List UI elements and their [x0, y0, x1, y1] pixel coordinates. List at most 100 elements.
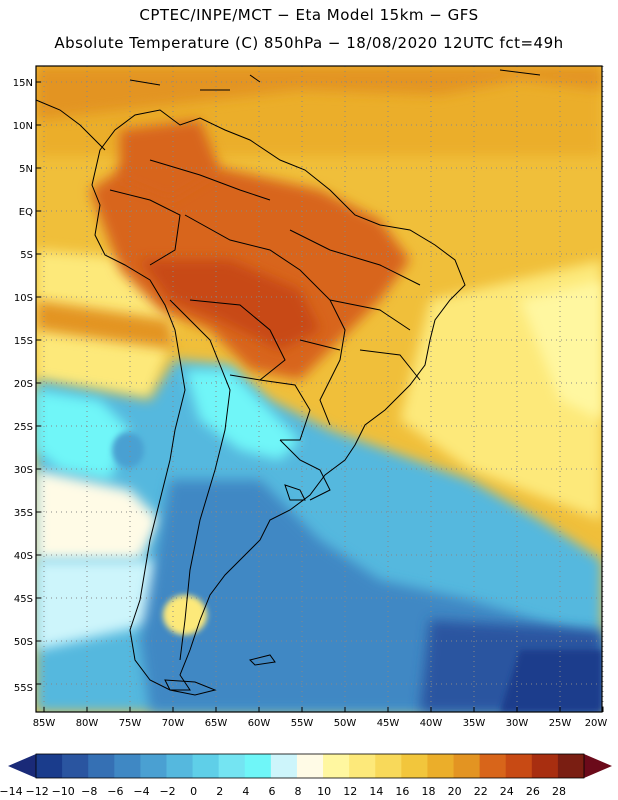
brazil-states — [289, 229, 421, 381]
colorbar-under-arrow — [8, 754, 36, 778]
lon-label: 80W — [76, 718, 99, 729]
lon-label: 65W — [205, 718, 228, 729]
colorbar: −14 −12 −10 −8 −6 −4 −2 0 2 4 6 8 10 12 14 16 18 20 22 24 26… — [0, 753, 612, 798]
lat-label: 30S — [14, 465, 33, 476]
colorbar-tick-label: −12 — [25, 785, 48, 798]
field-cold-eddy — [112, 432, 144, 468]
lon-label: 40W — [420, 718, 443, 729]
colorbar-cell — [401, 754, 428, 778]
lat-label: 50S — [14, 637, 33, 648]
colorbar-tick-label: 14 — [369, 785, 383, 798]
coastlines — [35, 69, 541, 696]
colorbar-cell — [88, 754, 115, 778]
lat-label: 10N — [13, 121, 33, 132]
colorbar-cell — [479, 754, 507, 778]
colorbar-tick-label: 16 — [395, 785, 409, 798]
colorbar-cell — [427, 754, 455, 778]
south-america-outline — [91, 109, 466, 691]
colorbar-cell — [323, 754, 350, 778]
colorbar-tick-labels: −14 −12 −10 −8 −6 −4 −2 0 2 4 6 8 10 12 14 16 18 20 22 24 26… — [0, 785, 566, 798]
lat-label: 15N — [13, 78, 33, 89]
argentina-border — [279, 439, 331, 501]
colorbar-tick-label: −2 — [159, 785, 175, 798]
colorbar-tick-label: 12 — [343, 785, 357, 798]
brazil-border — [184, 214, 346, 426]
lon-label: 60W — [248, 718, 271, 729]
venezuela-border — [149, 159, 271, 201]
field-pacific-cyan — [36, 390, 130, 480]
colorbar-tick-label: 22 — [474, 785, 488, 798]
lon-label: 55W — [291, 718, 314, 729]
colorbar-over-arrow — [584, 754, 612, 778]
chart-title: CPTEC/INPE/MCT − Eta Model 15km − GFS — [139, 6, 479, 24]
field-north-hot — [36, 66, 602, 120]
tick-marks — [36, 81, 604, 712]
colorbar-cell — [140, 754, 167, 778]
colorbar-cell — [531, 754, 559, 778]
lat-label: 20S — [14, 379, 33, 390]
paraguay-border — [259, 379, 311, 441]
field-cyan-tongue — [185, 370, 300, 460]
colorbar-cell — [36, 754, 63, 778]
lat-label: 35S — [14, 508, 33, 519]
colorbar-tick-label: −8 — [81, 785, 97, 798]
colorbar-cell — [62, 754, 89, 778]
longitude-labels: 85W 80W 75W 70W 65W 60W 55W 50W 45W 40W … — [33, 718, 608, 729]
bolivia-border — [189, 299, 286, 381]
andes-border — [169, 299, 231, 661]
field-pacific-pale — [36, 470, 160, 560]
colorbar-cell — [453, 754, 481, 778]
colorbar-tick-label: −6 — [107, 785, 123, 798]
lon-label: 45W — [377, 718, 400, 729]
colorbar-tick-label: 24 — [500, 785, 514, 798]
colorbar-tick-label: 18 — [422, 785, 436, 798]
colorbar-tick-label: 8 — [295, 785, 302, 798]
colorbar-tick-label: 0 — [190, 785, 197, 798]
field-continent-hot — [90, 150, 410, 380]
lat-label: 5S — [20, 250, 33, 261]
colorbar-cell — [166, 754, 194, 778]
colorbar-tick-label: 2 — [216, 785, 223, 798]
lat-label: 55S — [14, 683, 33, 694]
colorbar-tick-label: 26 — [526, 785, 540, 798]
temperature-field — [36, 66, 602, 712]
colorbar-cell — [296, 754, 324, 778]
field-continent-hotter — [140, 260, 320, 350]
colorbar-tick-label: 20 — [448, 785, 462, 798]
lon-label: 75W — [119, 718, 142, 729]
colorbar-cell — [375, 754, 402, 778]
lat-label: 25S — [14, 422, 33, 433]
lat-label: 40S — [14, 551, 33, 562]
colorbar-cell — [218, 754, 246, 778]
colombia-border — [109, 189, 181, 266]
lat-label: 10S — [14, 293, 33, 304]
lake-outline — [284, 484, 306, 501]
lon-label: 30W — [506, 718, 529, 729]
lon-label: 70W — [162, 718, 185, 729]
central-america-outline — [35, 99, 106, 151]
caribbean-islands — [129, 69, 541, 91]
colorbar-tick-label: 28 — [552, 785, 566, 798]
lon-label: 85W — [33, 718, 56, 729]
colorbar-cell — [557, 754, 585, 778]
colorbar-cell — [114, 754, 141, 778]
colorbar-tick-label: −4 — [133, 785, 149, 798]
colorbar-cell — [192, 754, 220, 778]
colorbar-frame — [35, 753, 585, 779]
field-venezuela-hot — [120, 120, 220, 200]
field-pacific-light — [36, 560, 170, 650]
colorbar-tick-label: −14 — [0, 785, 23, 798]
colorbar-cell — [505, 754, 533, 778]
lon-label: 35W — [463, 718, 486, 729]
lat-label: 15S — [14, 336, 33, 347]
lon-label: 50W — [334, 718, 357, 729]
map-frame — [35, 65, 603, 713]
lat-label: EQ — [19, 207, 33, 218]
latitude-labels: 15N 10N 5N EQ 5S 10S 15S 20S 25S 30S 35S… — [13, 78, 33, 694]
colorbar-tick-label: 6 — [268, 785, 275, 798]
colorbar-cell — [270, 754, 298, 778]
lat-label: 45S — [14, 594, 33, 605]
lat-label: 5N — [19, 164, 33, 175]
colorbar-tick-label: −10 — [52, 785, 75, 798]
